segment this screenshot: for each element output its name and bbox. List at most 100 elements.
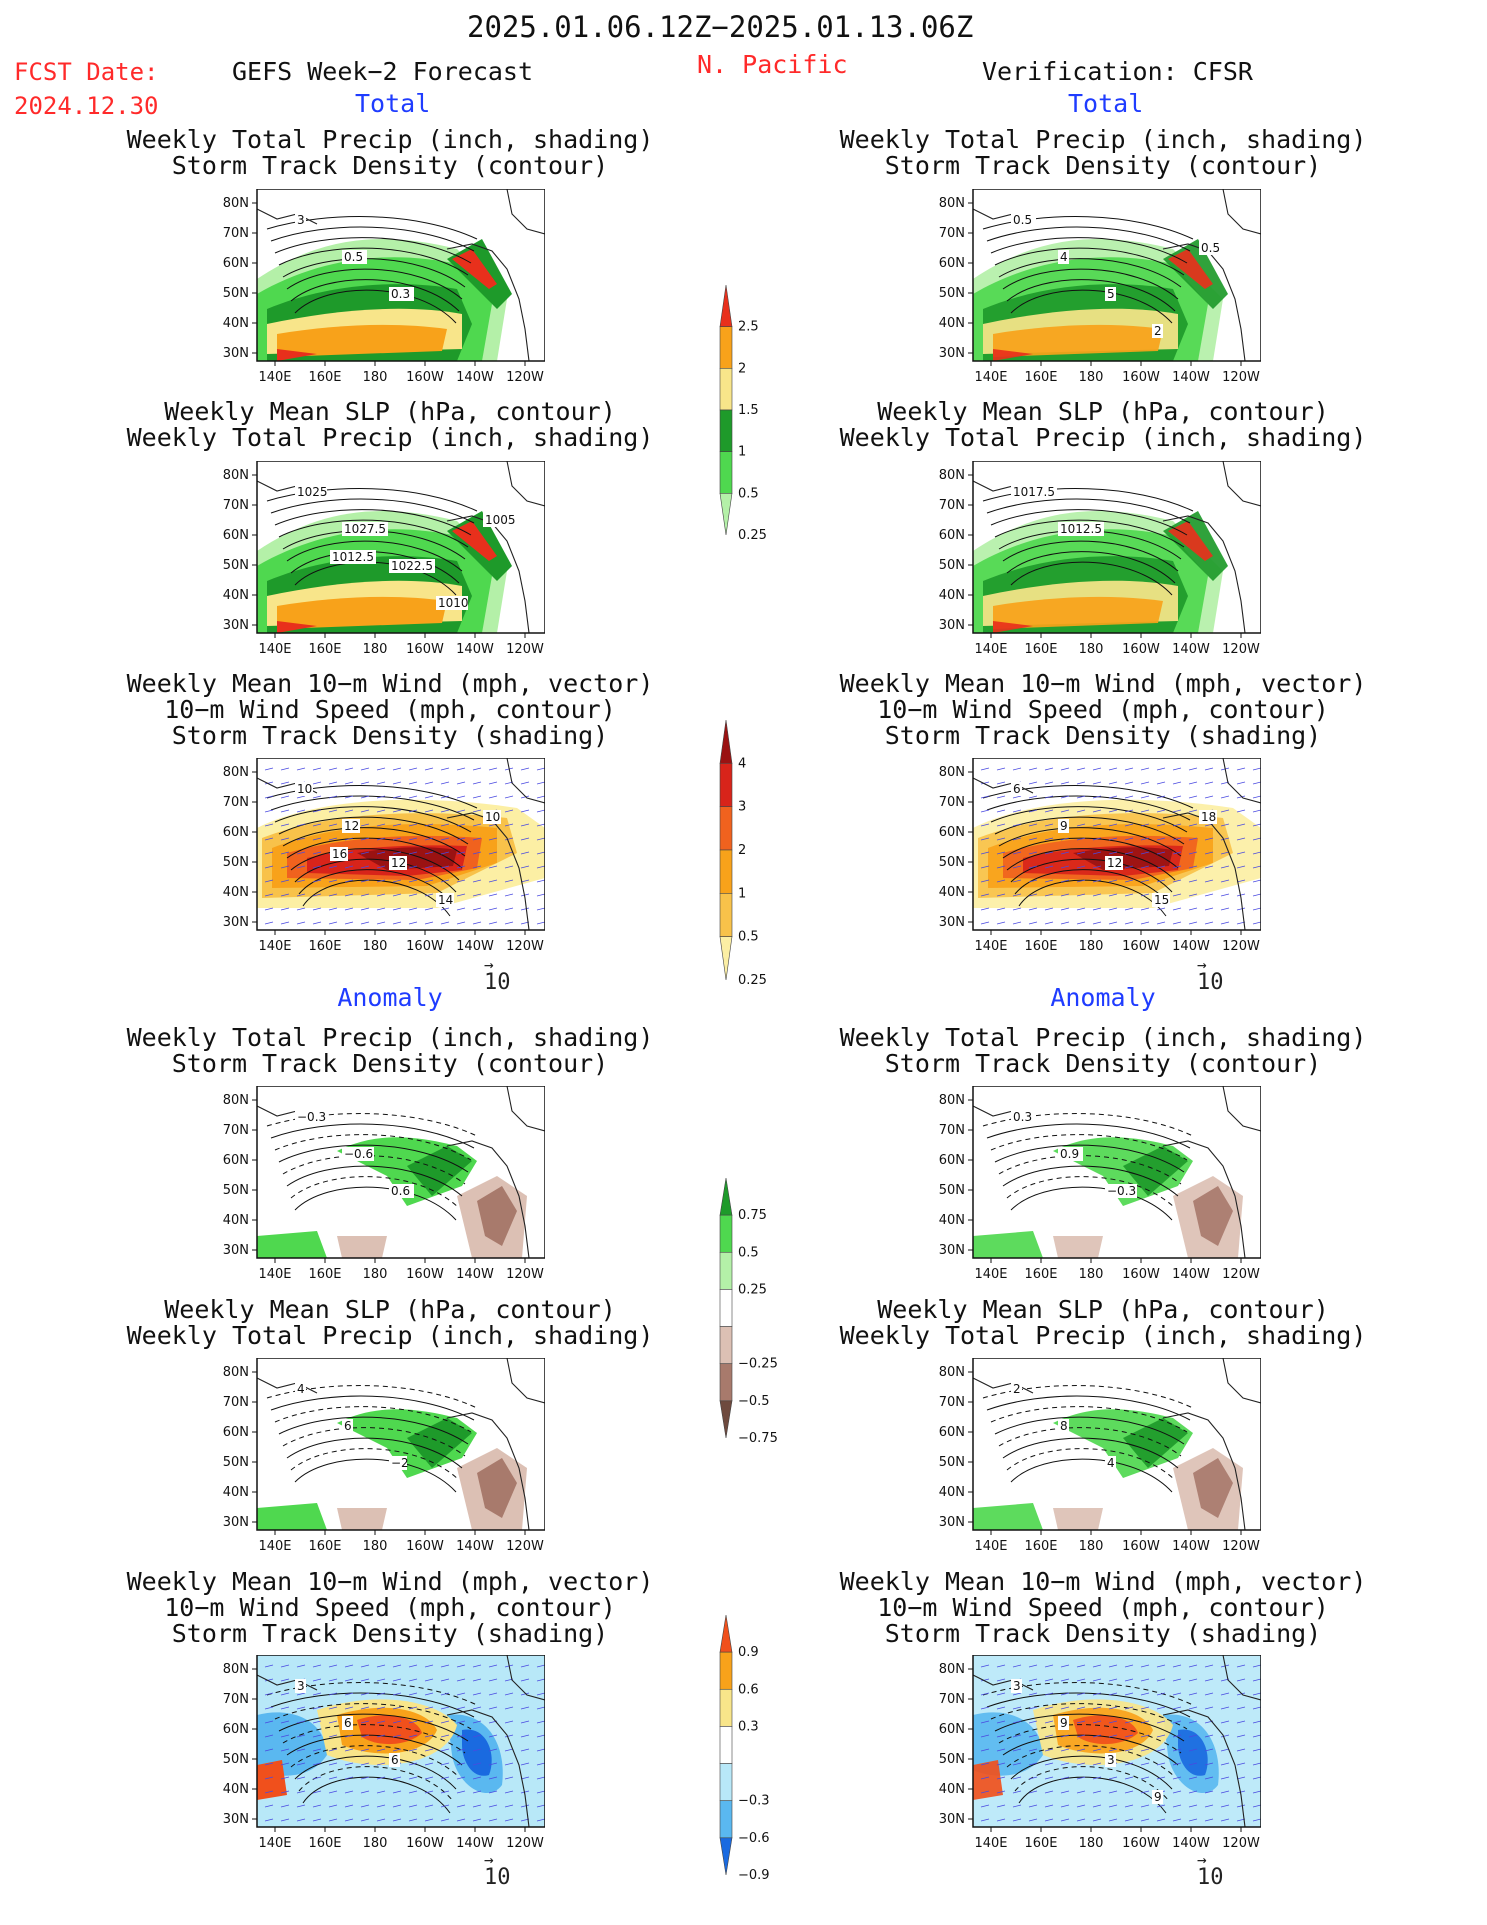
contour-label: 1017.5 — [1013, 485, 1055, 499]
colorbar-segment — [719, 1651, 733, 1690]
shading-region — [407, 1418, 472, 1468]
contour-label-bg — [483, 513, 515, 527]
shading-region — [257, 1760, 287, 1800]
contour-label-bg — [1011, 1382, 1022, 1396]
lat-tick-label: 30N — [939, 1515, 965, 1530]
storm-total-colorbar: 4 3 2 1 0.5 0.25 — [716, 705, 806, 999]
lat-tick-label: 50N — [223, 1752, 249, 1767]
shading-region — [277, 349, 317, 361]
lon-tick-label: 140E — [974, 642, 1007, 657]
lon-tick-label: 120W — [506, 1836, 544, 1851]
lat-tick-label: 30N — [223, 1812, 249, 1827]
contour-label-bg — [1152, 324, 1163, 338]
contour-label: 14 — [438, 893, 453, 907]
lon-tick-label: 160W — [1122, 1836, 1160, 1851]
lon-tick-label: 160E — [1024, 642, 1057, 657]
lat-tick-label: 50N — [939, 1183, 965, 1198]
shading-region — [337, 1236, 387, 1258]
contour-label-bg — [1105, 1184, 1137, 1198]
lat-tick-label: 40N — [223, 588, 249, 603]
contour-label: 0.5 — [344, 250, 363, 264]
contour-label-bg — [295, 782, 313, 796]
l-wind-total-title: Weekly Mean 10−m Wind (mph, vector) 10−m … — [126, 669, 654, 750]
lat-tick-label: 80N — [223, 1662, 249, 1677]
lon-tick-label: 140W — [1172, 1836, 1210, 1851]
lon-tick-label: 140E — [258, 1836, 291, 1851]
precip-anom-colorbar: 0.75 0.5 0.25 −0.25 −0.5 −0.75 — [716, 1163, 806, 1457]
colorbar-segment — [719, 368, 733, 411]
lat-tick-label: 40N — [939, 1213, 965, 1228]
contour-lines — [266, 1385, 478, 1493]
lat-tick-label: 70N — [939, 1395, 965, 1410]
lat-tick-label: 70N — [223, 498, 249, 513]
colorbar-label: 0.75 — [738, 1208, 767, 1223]
right-total-heading: Total — [1068, 89, 1144, 118]
left-anomaly-heading: Anomaly — [337, 983, 443, 1012]
colorbar-label: −0.75 — [738, 1431, 778, 1446]
lat-tick-label: 40N — [939, 1782, 965, 1797]
lon-tick-label: 160E — [1024, 1836, 1057, 1851]
coastline — [972, 1357, 1262, 1531]
lat-tick-label: 80N — [939, 196, 965, 211]
contour-lines — [982, 785, 1194, 917]
lon-tick-label: 120W — [506, 1539, 544, 1554]
contour-label-bg — [436, 893, 454, 907]
lat-tick-label: 60N — [223, 528, 249, 543]
shading-region — [1193, 1458, 1233, 1518]
contour-label-bg — [389, 1456, 407, 1470]
contour-label: 1012.5 — [332, 550, 374, 564]
colorbar-label: −0.6 — [738, 1831, 770, 1846]
lon-tick-label: 140W — [456, 1836, 494, 1851]
lat-tick-label: 60N — [939, 825, 965, 840]
lat-tick-label: 60N — [223, 1425, 249, 1440]
r-vector-ref-total: → 10 — [1197, 955, 1224, 996]
shading-region — [477, 1458, 517, 1518]
lat-tick-label: 30N — [223, 1243, 249, 1258]
l-precip-anom-map-panel: −0.3 −0.6 0.6 80N 70N 60N 50N 40N 30N 140E 160E 180… — [207, 1085, 546, 1288]
shading-region — [973, 1712, 1043, 1776]
contour-label: 15 — [1154, 893, 1169, 907]
right-anomaly-heading: Anomaly — [1050, 983, 1156, 1012]
contour-lines — [266, 1113, 478, 1221]
contour-label: 12 — [391, 856, 406, 870]
contour-label-bg — [342, 1419, 353, 1433]
contour-label-bg — [389, 287, 414, 301]
colorbar-label: −0.25 — [738, 1357, 778, 1372]
contour-label-bg — [1152, 1790, 1163, 1804]
l-slp-total-map-panel: 1025 1027.5 1022.5 1010 1005 1012.5 80N 70N 60N 5… — [207, 460, 546, 663]
contour-label-bg — [295, 213, 306, 227]
colorbar-label: 2 — [738, 361, 746, 376]
lon-tick-label: 180 — [363, 939, 388, 954]
lon-tick-label: 140E — [974, 1836, 1007, 1851]
colorbar-label: −0.3 — [738, 1794, 770, 1809]
contour-label-bg — [342, 819, 360, 833]
coastline — [256, 1654, 546, 1828]
contour-label: 0.9 — [1060, 1147, 1079, 1161]
shading-region — [1073, 1715, 1138, 1745]
colorbar-segment — [719, 1251, 733, 1290]
lat-tick-label: 50N — [223, 855, 249, 870]
lon-tick-label: 140W — [1172, 370, 1210, 385]
lon-tick-label: 180 — [363, 1539, 388, 1554]
lat-tick-label: 30N — [939, 915, 965, 930]
contour-label: 3 — [1107, 1753, 1115, 1767]
shading-region — [993, 596, 1163, 629]
colorbar-label: 0.6 — [738, 1682, 759, 1697]
contour-label: 9 — [1060, 819, 1068, 833]
colorbar-segment — [719, 1688, 733, 1727]
lat-tick-label: 50N — [939, 855, 965, 870]
contour-label: 5 — [1107, 287, 1115, 301]
lat-tick-label: 80N — [939, 1662, 965, 1677]
lat-tick-label: 40N — [939, 316, 965, 331]
lon-tick-label: 120W — [1222, 1836, 1260, 1851]
lon-tick-label: 140E — [258, 1267, 291, 1282]
contour-label-bg — [330, 847, 348, 861]
r-slp-anom-title: Weekly Mean SLP (hPa, contour) Weekly Tot… — [839, 1295, 1367, 1350]
colorbar-label: 0.5 — [738, 486, 759, 501]
contour-label: 1005 — [485, 513, 516, 527]
lat-tick-label: 50N — [939, 286, 965, 301]
lat-tick-label: 40N — [223, 1782, 249, 1797]
colorbar-label: 0.25 — [738, 973, 767, 988]
lon-tick-label: 180 — [1079, 1539, 1104, 1554]
lat-tick-label: 60N — [939, 528, 965, 543]
